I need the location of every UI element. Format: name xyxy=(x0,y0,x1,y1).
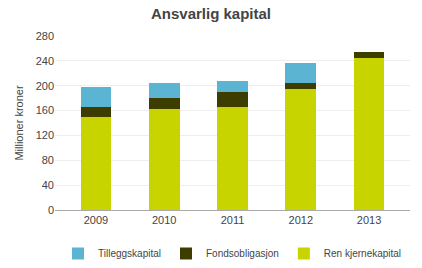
svg-text:280: 280 xyxy=(36,30,54,42)
svg-text:200: 200 xyxy=(36,80,54,92)
svg-text:2012: 2012 xyxy=(289,214,313,226)
svg-text:40: 40 xyxy=(42,179,54,191)
svg-text:2013: 2013 xyxy=(357,214,381,226)
svg-text:Fondsobligasjon: Fondsobligasjon xyxy=(206,248,279,259)
svg-text:120: 120 xyxy=(36,129,54,141)
svg-text:2009: 2009 xyxy=(84,214,108,226)
svg-text:0: 0 xyxy=(48,204,54,216)
svg-text:Tilleggskapital: Tilleggskapital xyxy=(98,248,161,259)
svg-text:Ren kjernekapital: Ren kjernekapital xyxy=(324,248,401,259)
svg-text:Ansvarlig kapital: Ansvarlig kapital xyxy=(151,5,271,22)
svg-text:2011: 2011 xyxy=(221,214,245,226)
svg-text:240: 240 xyxy=(36,55,54,67)
svg-text:160: 160 xyxy=(36,104,54,116)
svg-text:2010: 2010 xyxy=(152,214,176,226)
svg-text:Millioner kroner: Millioner kroner xyxy=(13,85,25,161)
svg-text:80: 80 xyxy=(42,154,54,166)
